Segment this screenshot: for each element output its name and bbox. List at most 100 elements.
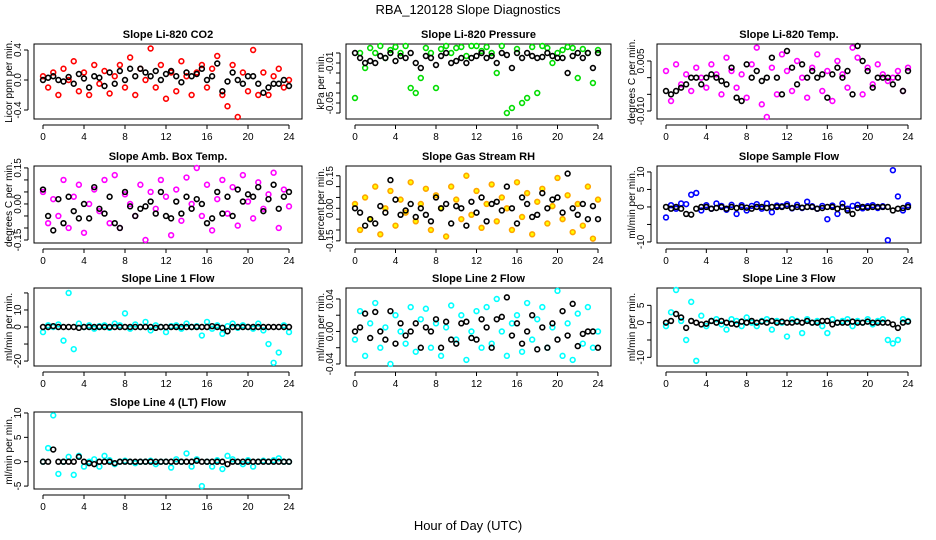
y-axis-label: degrees C per min. [4,162,15,247]
data-point [132,73,139,80]
data-point [55,195,62,203]
data-point [693,189,700,197]
data-point [407,84,414,92]
data-point [544,220,551,227]
x-tick-label: 8 [122,502,128,513]
data-point [239,460,247,468]
data-point [60,219,67,227]
x-tick-label: 16 [201,502,213,513]
data-point [733,321,740,328]
data-point [819,317,826,325]
data-point [508,226,516,234]
data-point [879,203,886,211]
data-point [904,318,912,325]
panel-6: Slope Sample Flow 0 4 8 12 16 20 24 -10 0 5 10ml/mi… [627,151,922,267]
figure-title: RBA_120128 Slope Diagnostics [375,2,561,17]
data-point [162,70,170,78]
data-point [198,482,206,490]
data-point [249,73,257,80]
data-point [584,215,592,223]
data-point [229,323,236,331]
data-point [579,340,587,347]
data-point [458,43,465,51]
data-point [662,322,670,330]
data-point [44,212,52,220]
data-point [473,336,480,343]
x-tick-label: 16 [822,256,834,267]
data-point [132,458,139,465]
data-point [55,76,62,84]
data-point [574,342,581,350]
data-point [463,356,470,364]
data-point [75,453,83,461]
data-point [75,324,83,332]
data-point [534,198,541,205]
data-point [768,54,776,61]
data-point [162,323,170,331]
data-point [70,345,77,353]
data-point [559,209,566,216]
data-point [798,204,806,211]
data-point [758,101,765,108]
data-point [96,74,103,81]
data-point [377,344,384,351]
data-point [432,61,440,69]
data-point [849,210,856,218]
x-tick-label: 0 [40,132,46,143]
data-point [387,49,394,57]
data-point [829,321,836,328]
data-point [173,186,180,193]
data-point [285,323,293,331]
y-tick-label: -10 [636,234,647,249]
data-point [387,307,394,315]
data-point [126,54,134,61]
data-point [667,97,675,105]
data-point [763,204,771,212]
y-axis-label: ml/min per min. [627,170,638,238]
y-tick-label: -0.05 [325,91,336,114]
data-point [356,307,364,315]
data-point [753,319,760,326]
data-point [402,54,409,62]
data-point [275,349,282,356]
data-point [453,340,460,347]
y-tick-label: -10 [636,350,647,365]
data-point [55,212,62,220]
data-point [534,54,541,62]
data-point [672,87,680,95]
data-point [518,54,526,62]
data-point [137,181,144,188]
data-point [244,323,252,331]
x-tick-label: 20 [242,502,254,513]
data-point [453,44,460,52]
data-point [713,319,720,326]
data-point [904,64,912,71]
data-point [234,458,241,465]
data-point [285,188,293,196]
data-point [270,181,277,188]
plot-frame [345,287,612,367]
data-point [803,74,811,81]
data-point [594,49,602,57]
data-point [372,49,379,57]
data-point [422,211,430,219]
data-point [188,73,195,80]
x-tick-label: 4 [704,132,710,143]
data-point [417,74,425,82]
data-point [132,321,139,328]
data-point [427,54,435,62]
data-point [142,76,149,84]
y-tick-label: -0.4 [13,101,24,119]
data-point [488,344,495,351]
y-axis-label: Licor ppm per min. [4,40,15,123]
data-point [569,205,576,212]
data-point [869,84,876,91]
data-point [229,183,236,191]
data-point [738,97,745,105]
series-data [351,42,602,117]
y-tick-label: 0.00 [325,198,336,218]
data-point [528,43,536,51]
x-tick-label: 4 [81,132,87,143]
data-point [889,81,897,88]
data-point [564,170,571,177]
